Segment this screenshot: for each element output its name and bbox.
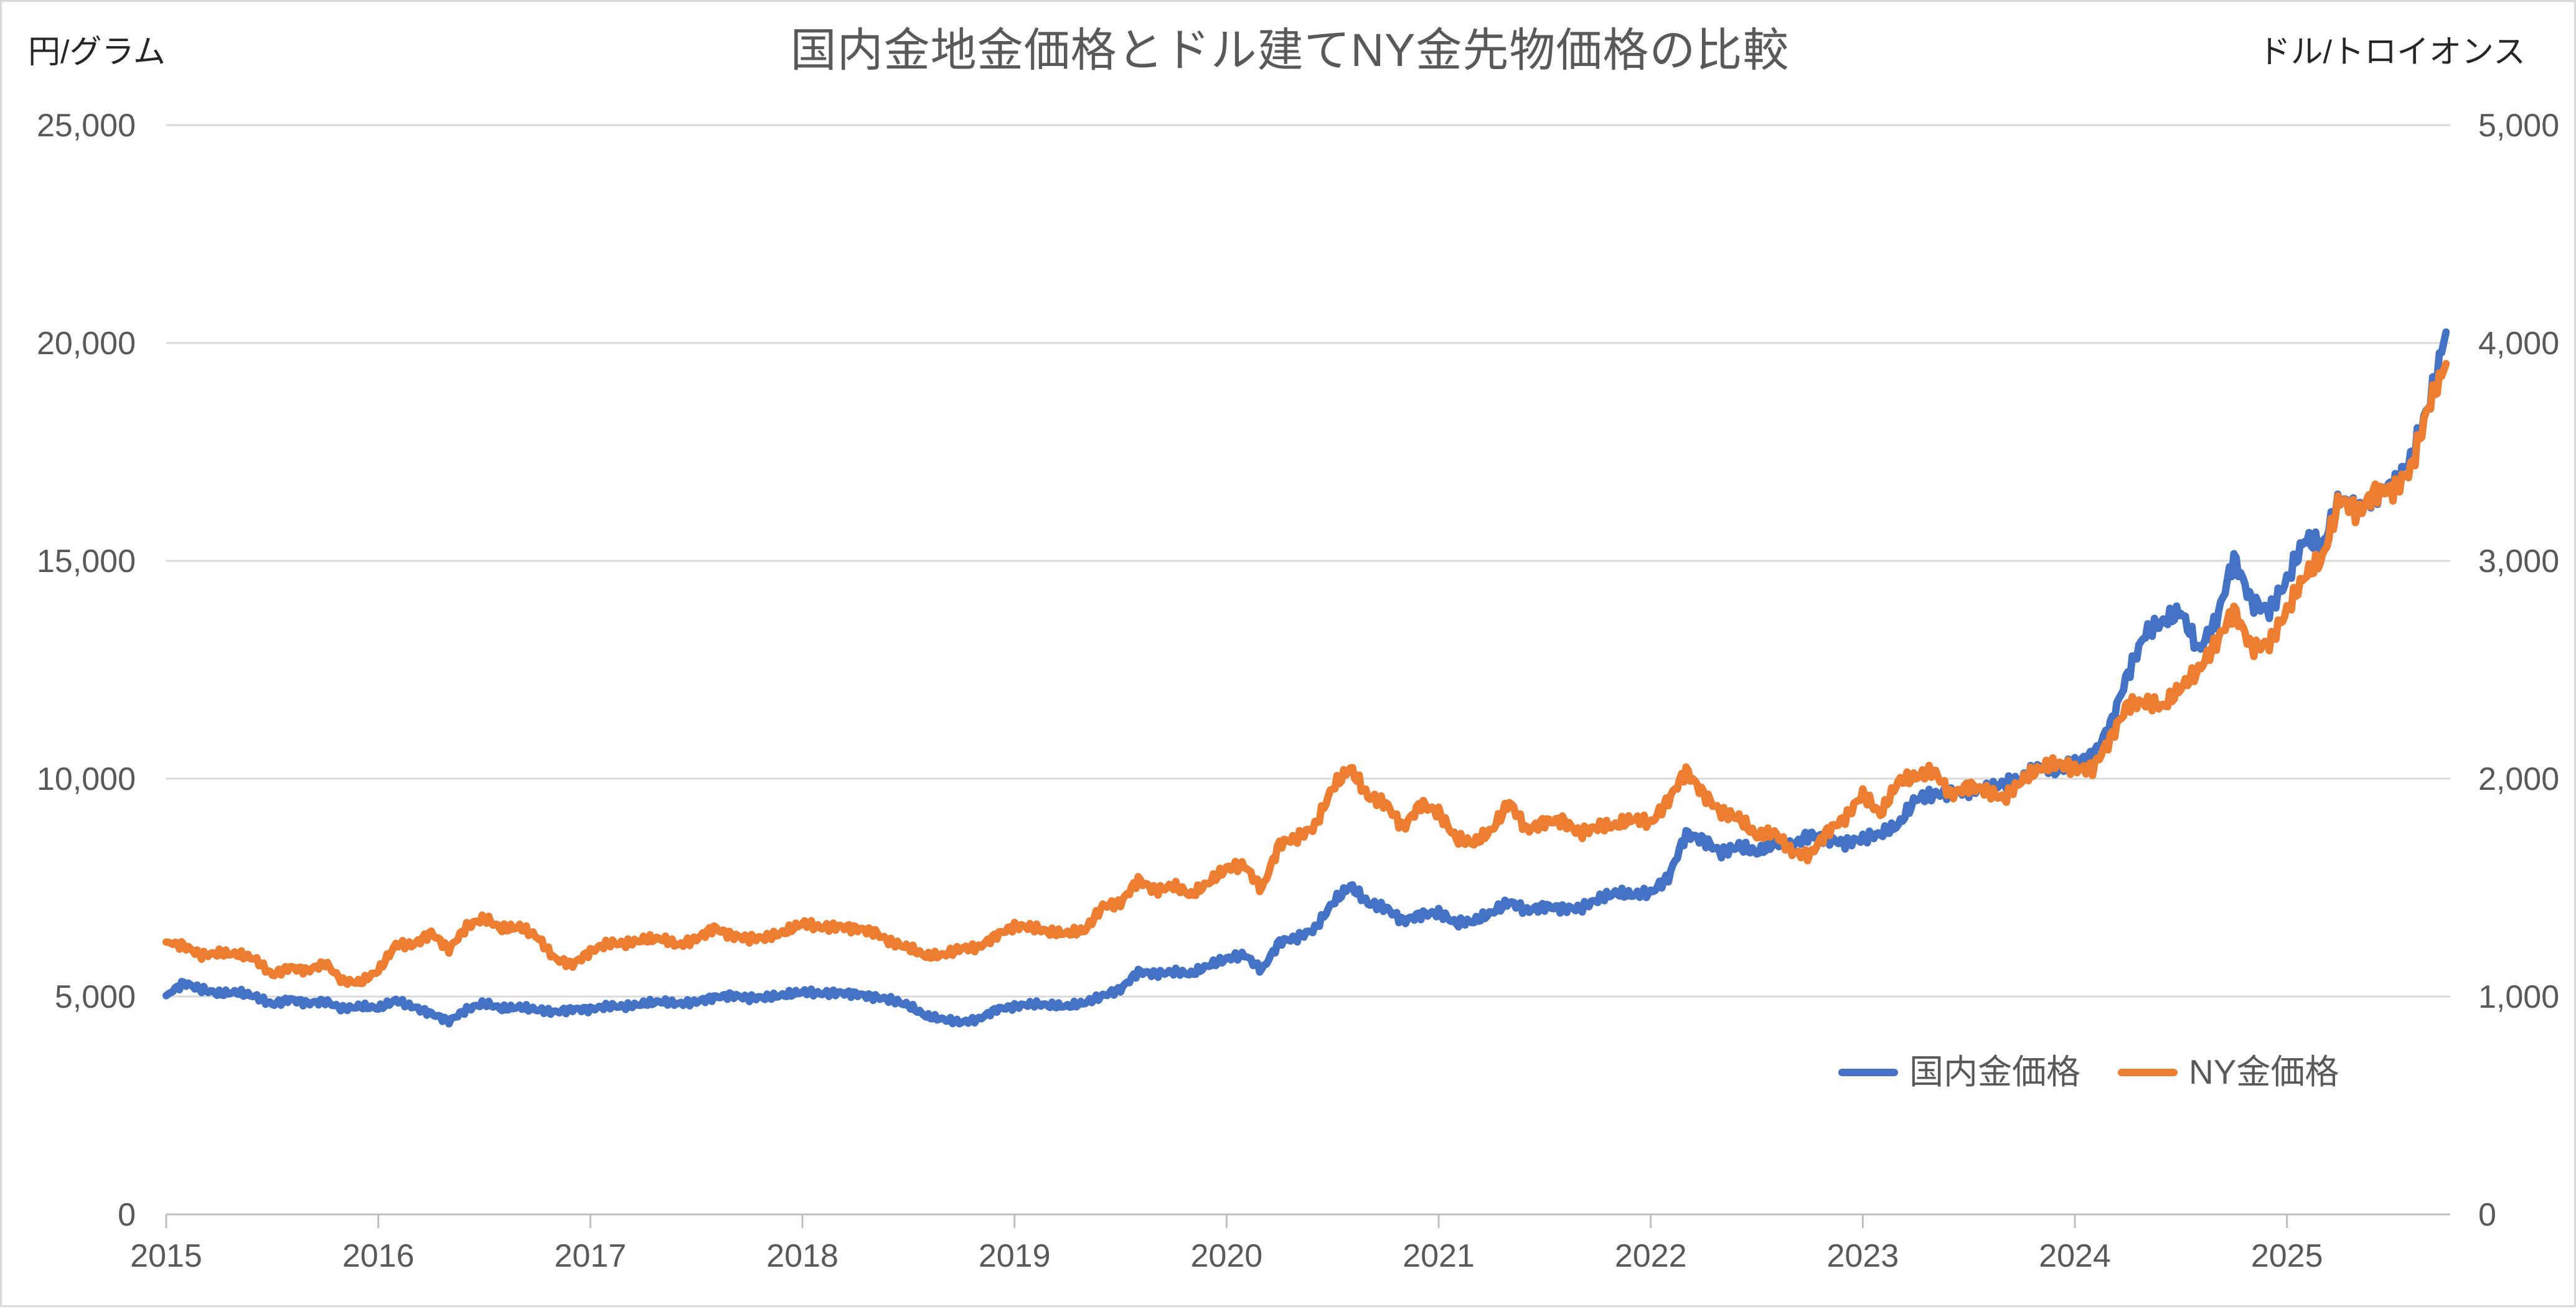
- legend-line-swatch-ny: [2118, 1068, 2178, 1076]
- x-axis-tick-label: 2021: [1403, 1238, 1475, 1274]
- x-axis-tick-label: 2016: [342, 1238, 415, 1274]
- y-axis-tick-label-right: 3,000: [2478, 543, 2559, 579]
- legend-label-domestic: 国内金価格: [1909, 1053, 2081, 1091]
- chart-title: 国内金地金価格とドル建てNY金先物価格の比較: [790, 24, 1790, 76]
- y-axis-tick-label-right: 5,000: [2478, 108, 2559, 144]
- x-axis-tick-label: 2018: [766, 1238, 839, 1274]
- y-axis-tick-label-left: 0: [118, 1197, 136, 1233]
- x-axis-tick-label: 2025: [2251, 1238, 2323, 1274]
- y-axis-tick-label-left: 25,000: [37, 108, 136, 144]
- legend-item-domestic-gold: 国内金価格: [1838, 1055, 2080, 1089]
- series-line-domestic-gold: [162, 328, 2450, 1028]
- legend-label-ny: NY金価格: [2189, 1053, 2339, 1091]
- x-axis-tick-label: 2022: [1615, 1238, 1687, 1274]
- x-axis-tick-label: 2024: [2039, 1238, 2111, 1274]
- x-axis-tick-label: 2015: [130, 1238, 202, 1274]
- series-line-ny-gold: [162, 360, 2450, 988]
- y-axis-tick-label-left: 15,000: [37, 543, 136, 579]
- y-axis-tick-label-right: 2,000: [2478, 761, 2559, 797]
- y-axis-tick-label-right: 1,000: [2478, 979, 2559, 1015]
- y-axis-tick-label-left: 5,000: [55, 979, 136, 1015]
- x-axis-tick-label: 2017: [554, 1238, 626, 1274]
- right-axis-unit-label: ドル/トロイオンス: [2258, 34, 2526, 70]
- y-axis-tick-label-left: 10,000: [37, 761, 136, 797]
- y-axis-tick-label-right: 4,000: [2478, 326, 2559, 362]
- x-axis-tick-label: 2023: [1827, 1238, 1899, 1274]
- legend-item-ny-gold: NY金価格: [2118, 1055, 2339, 1089]
- y-axis-tick-label-left: 20,000: [37, 326, 136, 362]
- left-axis-unit-label: 円/グラム: [28, 34, 166, 70]
- y-axis-tick-label-right: 0: [2478, 1197, 2496, 1233]
- legend-line-swatch-domestic: [1838, 1068, 1898, 1076]
- x-axis-tick-label: 2020: [1190, 1238, 1262, 1274]
- x-axis-tick-label: 2019: [979, 1238, 1051, 1274]
- legend: 国内金価格 NY金価格: [1838, 1055, 2339, 1089]
